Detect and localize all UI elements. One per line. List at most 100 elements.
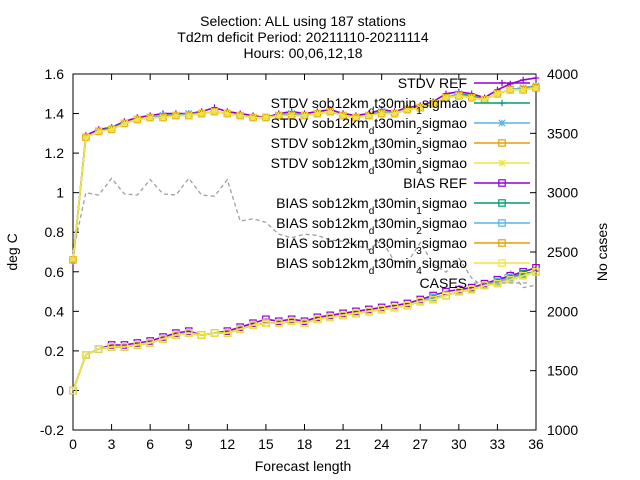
data-point (506, 86, 514, 94)
series-layer (69, 74, 540, 395)
chart-title: Selection: ALL using 187 stations Td2m d… (177, 13, 429, 61)
data-point (300, 319, 309, 328)
data-point (498, 139, 506, 147)
data-point (442, 94, 450, 102)
data-point (159, 335, 167, 343)
legend-item-8: BIAS sob12kmdt30min3sigmao (276, 235, 530, 257)
data-point (210, 329, 219, 337)
legend-item-2: STDV sob12kmdt30min2sigmao (271, 115, 530, 137)
y2-tick-label: 2000 (547, 303, 578, 319)
y2-tick-label: 4000 (547, 66, 578, 82)
series-line (72, 267, 537, 391)
data-point (390, 303, 399, 312)
data-point (498, 199, 506, 207)
legend-item-3: STDV sob12kmdt30min3sigmao (271, 135, 530, 157)
data-point (69, 256, 77, 264)
data-point (107, 343, 116, 351)
legend-label: BIAS sob12kmdt30min1sigmao (276, 195, 467, 217)
y-tick-label: 1.2 (45, 145, 65, 161)
data-point (377, 305, 386, 314)
y2-tick-label: 3500 (547, 125, 578, 141)
y-tick-label: 0.8 (45, 224, 65, 240)
data-point (532, 74, 540, 82)
data-point (455, 287, 463, 296)
data-point (288, 111, 296, 120)
data-point (532, 84, 540, 92)
data-point (416, 297, 425, 306)
data-point (133, 115, 141, 124)
y2-axis-label: No cases (594, 223, 610, 281)
data-point (498, 259, 506, 267)
data-point (498, 219, 506, 227)
legend-label: CASES (420, 275, 467, 291)
data-point (274, 319, 283, 328)
data-point (429, 295, 437, 304)
x-tick-label: 18 (297, 436, 313, 452)
legend-label: BIAS REF (403, 175, 467, 191)
data-point (82, 351, 90, 359)
data-point (339, 311, 347, 320)
data-point (197, 109, 206, 118)
x-tick-label: 30 (451, 436, 467, 452)
data-point (262, 319, 270, 328)
data-point (95, 127, 103, 135)
data-point (210, 107, 219, 116)
data-point (172, 331, 180, 339)
data-point (498, 99, 506, 107)
data-point (249, 113, 257, 122)
x-tick-label: 6 (146, 436, 154, 452)
y2-tick-label: 2500 (547, 244, 578, 260)
data-point (467, 285, 476, 294)
x-axis-label: Forecast length (255, 458, 352, 474)
series-line (72, 177, 537, 289)
data-point (365, 307, 373, 316)
data-point (120, 343, 129, 351)
data-point (480, 96, 489, 104)
data-point (403, 105, 412, 114)
x-tick-label: 33 (490, 436, 506, 452)
data-point (223, 329, 232, 337)
data-point (185, 111, 193, 120)
series-line (72, 271, 537, 391)
series-10 (72, 177, 537, 289)
data-point (519, 86, 527, 94)
legend-label: STDV sob12kmdt30min4sigmao (271, 155, 468, 177)
y-axis-label: deg C (4, 233, 20, 270)
data-point (197, 331, 206, 339)
legend-item-6: BIAS sob12kmdt30min1sigmao (276, 195, 530, 217)
x-tick-label: 15 (258, 436, 274, 452)
data-point (300, 111, 309, 120)
data-point (249, 321, 257, 329)
y-tick-label: 0 (56, 382, 64, 398)
data-point (184, 329, 193, 337)
data-point (352, 309, 360, 318)
y2-tick-label: 3000 (547, 185, 578, 201)
data-point (69, 386, 77, 395)
data-point (532, 267, 540, 276)
y-tick-label: 1.4 (45, 106, 65, 122)
data-point (275, 111, 283, 120)
legend-item-4: STDV sob12kmdt30min4sigmao (271, 155, 530, 177)
legend-item-5: BIAS REF (403, 175, 530, 191)
data-point (172, 111, 180, 120)
data-point (493, 279, 502, 288)
data-point (107, 125, 116, 134)
data-point (493, 90, 502, 98)
y2-tick-label: 1500 (547, 363, 578, 379)
data-point (326, 107, 334, 116)
data-point (519, 271, 527, 280)
legend-item-10: CASES (420, 275, 530, 291)
x-tick-label: 12 (220, 436, 236, 452)
data-point (236, 325, 244, 333)
y-tick-label: 0.2 (45, 343, 65, 359)
data-point (498, 79, 506, 87)
data-point (365, 111, 373, 120)
y-tick-label: 1 (56, 185, 64, 201)
data-point (326, 313, 335, 322)
data-point (378, 109, 386, 118)
data-point (498, 179, 506, 187)
y-tick-label: 0.6 (45, 264, 65, 280)
data-point (455, 92, 463, 100)
